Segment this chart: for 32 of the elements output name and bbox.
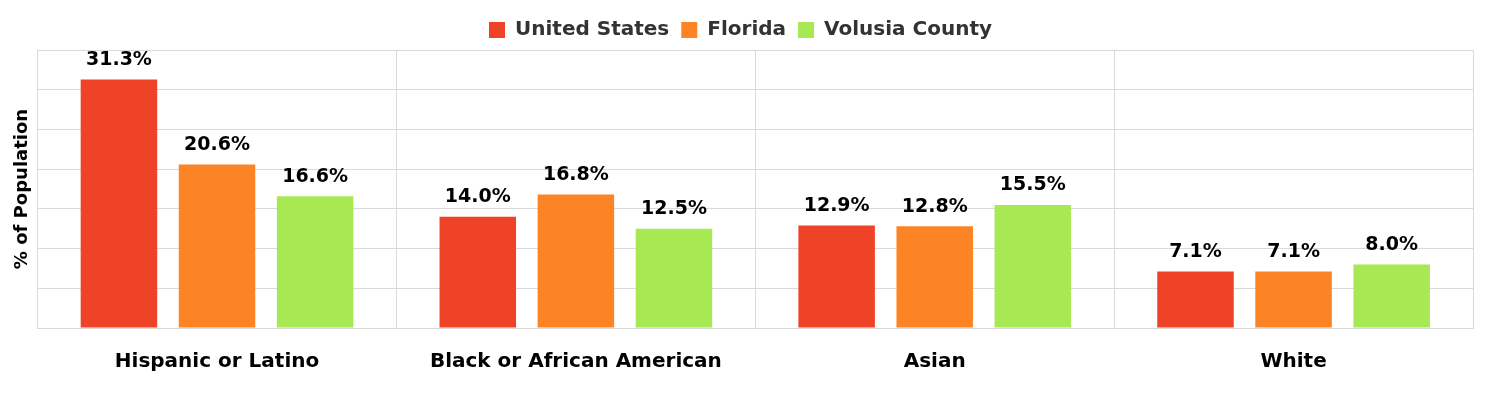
data-label: 15.5%: [999, 172, 1066, 195]
bar: [276, 196, 354, 328]
bar: [537, 194, 615, 328]
data-label: 12.5%: [641, 196, 707, 219]
bar: [994, 204, 1072, 328]
data-label: 16.6%: [282, 163, 349, 186]
bar: [896, 226, 973, 328]
bar: [1353, 264, 1430, 328]
x-tick-label: Black or African American: [429, 348, 722, 373]
data-label: 14.0%: [444, 184, 511, 207]
data-label: 12.9%: [803, 192, 870, 215]
bar: [798, 225, 875, 328]
x-tick-label: White: [1260, 348, 1327, 373]
bar: [80, 79, 158, 328]
data-label: 7.1%: [1267, 239, 1320, 262]
y-axis-title: % of Population: [10, 108, 32, 270]
data-label: 8.0%: [1365, 231, 1419, 254]
data-label: 12.8%: [901, 193, 968, 216]
bar: [1255, 271, 1332, 328]
x-tick-label: Asian: [903, 348, 966, 373]
legend-label: Florida: [707, 16, 787, 41]
bar: [439, 216, 517, 328]
legend-label: Volusia County: [824, 16, 992, 41]
data-label: 31.3%: [85, 46, 152, 69]
bar: [178, 164, 256, 328]
legend-label: United States: [515, 16, 670, 41]
x-tick-label: Hispanic or Latino: [114, 348, 320, 373]
data-label: 7.1%: [1169, 239, 1222, 262]
data-label: 20.6%: [184, 131, 250, 154]
bar: [1157, 271, 1234, 328]
bar: [635, 228, 713, 328]
data-label: 16.8%: [542, 162, 609, 184]
